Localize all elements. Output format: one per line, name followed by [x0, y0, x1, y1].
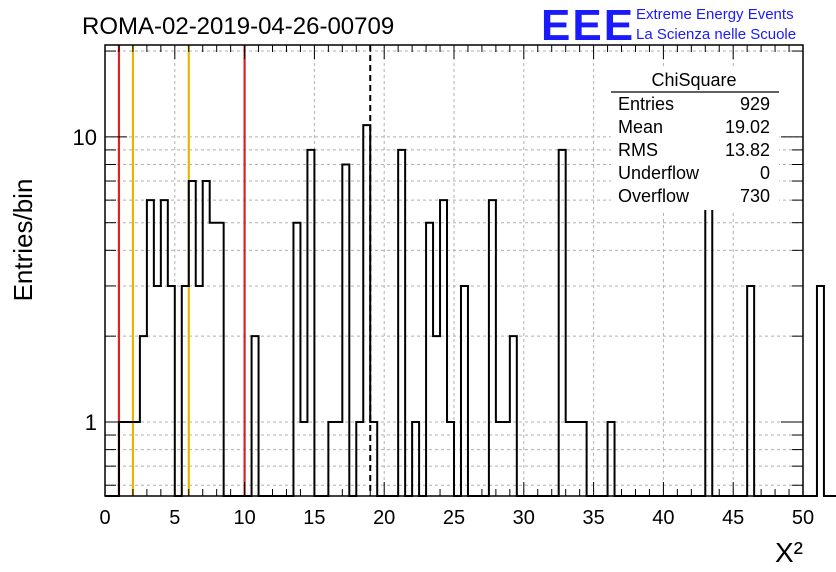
stats-title: ChiSquare: [651, 70, 736, 90]
x-tick-label: 45: [722, 507, 744, 529]
y-tick-label: 1: [85, 410, 97, 435]
chart-title: ROMA-02-2019-04-26-00709: [82, 13, 394, 40]
logo-line-1: Extreme Energy Events: [636, 6, 794, 23]
stats-label: Mean: [618, 117, 663, 137]
stats-value: 13.82: [725, 140, 770, 160]
stats-value: 19.02: [725, 117, 770, 137]
x-tick-label: 25: [443, 507, 465, 529]
x-tick-label: 35: [582, 507, 604, 529]
x-axis-label: X²: [775, 537, 803, 568]
axis-ticks: 0 5 10 15 20 25 30 35 40 45 50 1 10: [73, 45, 814, 529]
eee-logo-text: EEE: [541, 1, 635, 50]
stats-label: Entries: [618, 94, 674, 114]
stats-label: Underflow: [618, 163, 700, 183]
x-tick-label: 5: [169, 507, 180, 529]
x-tick-label: 30: [513, 507, 535, 529]
x-tick-label: 40: [652, 507, 674, 529]
y-axis-label: Entries/bin: [8, 179, 38, 302]
x-tick-label: 10: [233, 507, 255, 529]
stats-box: ChiSquare Entries 929 Mean 19.02 RMS 13.82 Und…: [611, 66, 779, 210]
x-tick-label: 0: [99, 507, 110, 529]
stats-value: 0: [760, 163, 770, 183]
x-tick-label: 15: [303, 507, 325, 529]
x-tick-label: 50: [792, 507, 814, 529]
stats-value: 730: [740, 186, 770, 206]
x-tick-label: 20: [373, 507, 395, 529]
logo-line-2: La Scienza nelle Scuole: [636, 26, 796, 43]
stats-label: Overflow: [618, 186, 690, 206]
eee-logo: EEE Extreme Energy Events La Scienza nel…: [541, 1, 796, 50]
y-tick-label: 10: [73, 125, 97, 150]
marker-lines: [117, 45, 372, 496]
stats-label: RMS: [618, 140, 658, 160]
stats-value: 929: [740, 94, 770, 114]
